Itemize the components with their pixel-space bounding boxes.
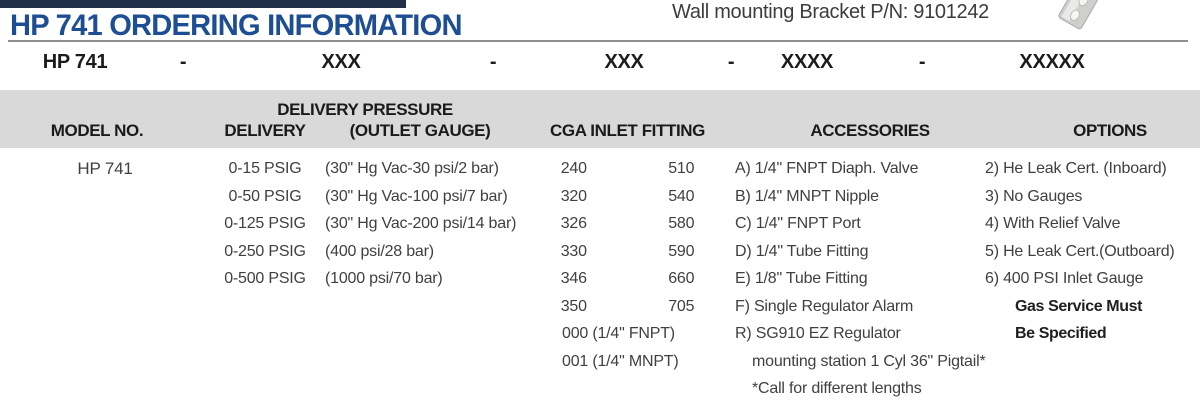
cga-row: 240 510 — [520, 155, 735, 183]
page-title: HP 741 ORDERING INFORMATION — [10, 9, 462, 42]
cga-code: 660 — [668, 270, 695, 287]
cga-row: 320 540 — [520, 183, 735, 211]
delivery-value: 0-500 PSIG — [224, 270, 306, 287]
option-item: 6) 400 PSI Inlet Gauge — [985, 270, 1144, 287]
wall-bracket-note: Wall mounting Bracket P/N: 9101242 — [672, 1, 990, 23]
header-accessories: ACCESSORIES — [810, 121, 930, 140]
column-outlet-gauge: (30" Hg Vac-30 psi/2 bar) (30" Hg Vac-10… — [320, 155, 520, 403]
table-body: HP 741 0-15 PSIG 0-50 PSIG 0-125 PSIG 0-… — [0, 155, 1200, 403]
header-delivery-pressure-group: DELIVERY PRESSURE DELIVERY (OUTLET GAUGE… — [210, 90, 520, 148]
gauge-value: (30" Hg Vac-30 psi/2 bar) — [325, 160, 499, 177]
code-segment-cga: XXX — [604, 51, 644, 73]
header-model-no: MODEL NO. — [50, 121, 144, 140]
cga-code: 590 — [668, 242, 695, 260]
delivery-value: 0-50 PSIG — [228, 187, 302, 205]
code-dash: - — [727, 51, 735, 73]
title-divider-rule — [8, 40, 1188, 42]
option-item: 5) He Leak Cert.(Outboard) — [985, 242, 1175, 260]
cga-code: 346 — [560, 270, 587, 287]
table-header-band: MODEL NO. DELIVERY PRESSURE DELIVERY (OU… — [0, 90, 1200, 148]
cga-code: 330 — [560, 242, 587, 260]
gas-service-note: Gas Service Must — [1015, 297, 1142, 315]
code-model: HP 741 — [42, 51, 108, 73]
cga-code: 510 — [668, 160, 695, 177]
cga-code: 326 — [560, 215, 587, 232]
part-number-code-row: HP 741 - XXX - XXX - XXXX - XXXXX — [0, 51, 1200, 77]
delivery-value: 0-250 PSIG — [224, 242, 306, 260]
header-delivery: DELIVERY — [224, 121, 306, 140]
wall-bracket-icon — [1048, 0, 1108, 32]
code-dash: - — [489, 51, 497, 73]
accessory-item: B) 1/4" MNPT Nipple — [735, 187, 879, 205]
accessory-item: C) 1/4" FNPT Port — [735, 215, 861, 232]
delivery-value: 0-15 PSIG — [228, 160, 302, 177]
accessory-item: A) 1/4" FNPT Diaph. Valve — [735, 160, 919, 177]
cga-row: 346 660 — [520, 265, 735, 293]
header-cga-inlet-fitting: CGA INLET FITTING — [550, 121, 705, 140]
model-no-value: HP 741 — [77, 159, 133, 178]
column-delivery: 0-15 PSIG 0-50 PSIG 0-125 PSIG 0-250 PSI… — [210, 155, 320, 403]
option-item: 2) He Leak Cert. (Inboard) — [985, 160, 1167, 177]
option-item: 3) No Gauges — [985, 187, 1083, 205]
gauge-value: (30" Hg Vac-100 psi/7 bar) — [325, 187, 508, 205]
cga-row: 330 590 — [520, 238, 735, 266]
cga-code: 240 — [560, 160, 587, 177]
accessory-item-continuation: mounting station 1 Cyl 36" Pigtail* — [752, 352, 986, 370]
cga-code: 540 — [668, 187, 695, 205]
gas-service-note: Be Specified — [1015, 325, 1107, 342]
gauge-value: (30" Hg Vac-200 psi/14 bar) — [325, 215, 517, 232]
header-delivery-pressure-subrow: DELIVERY (OUTLET GAUGE) — [210, 121, 520, 141]
code-segment-accessories: XXXX — [780, 51, 834, 73]
code-segment-options: XXXXX — [1019, 51, 1085, 73]
gauge-value: (1000 psi/70 bar) — [325, 270, 443, 287]
cga-row: 350 705 — [520, 293, 735, 321]
header-delivery-pressure: DELIVERY PRESSURE — [277, 100, 453, 119]
code-segment-delivery: XXX — [321, 51, 361, 73]
cga-extra-code: 000 (1/4" FNPT) — [562, 325, 675, 342]
code-dash: - — [918, 51, 926, 73]
header-outlet-gauge: (OUTLET GAUGE) — [349, 121, 491, 140]
column-model-no: HP 741 — [0, 155, 210, 403]
accessory-item: F) Single Regulator Alarm — [735, 297, 914, 315]
header-options: OPTIONS — [1073, 121, 1147, 140]
section-accent-bar — [0, 0, 406, 8]
cga-code: 350 — [560, 297, 587, 315]
gauge-value: (400 psi/28 bar) — [325, 242, 434, 260]
delivery-value: 0-125 PSIG — [224, 215, 306, 232]
cga-row: 326 580 — [520, 210, 735, 238]
column-accessories: A) 1/4" FNPT Diaph. Valve B) 1/4" MNPT N… — [735, 155, 986, 403]
column-cga-inlet-fitting: 240 510 320 540 326 580 330 590 346 660 … — [520, 155, 735, 403]
cga-code: 705 — [668, 297, 695, 315]
cga-code: 320 — [560, 187, 587, 205]
column-options: 2) He Leak Cert. (Inboard) 3) No Gauges … — [985, 155, 1200, 403]
cga-code: 580 — [668, 215, 695, 232]
code-dash: - — [179, 51, 187, 73]
cga-extra-code: 001 (1/4" MNPT) — [562, 352, 679, 370]
accessory-item: E) 1/8" Tube Fitting — [735, 270, 868, 287]
accessory-item: D) 1/4" Tube Fitting — [735, 242, 869, 260]
option-item: 4) With Relief Valve — [985, 215, 1121, 232]
accessory-footnote: *Call for different lengths — [752, 380, 922, 397]
accessory-item: R) SG910 EZ Regulator — [735, 325, 901, 342]
